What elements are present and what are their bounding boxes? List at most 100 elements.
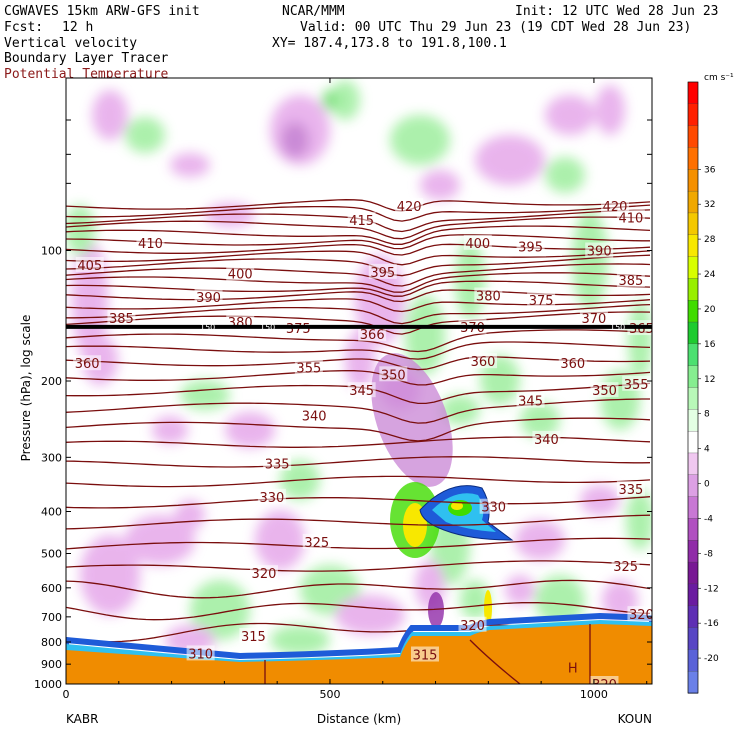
colorbar-swatch (687, 81, 699, 105)
colorbar-swatch (687, 605, 699, 629)
theta-contour-label-background (194, 288, 223, 304)
theta-contour-label-background (136, 234, 165, 250)
vv-region (80, 535, 140, 615)
terrain-fill (66, 624, 652, 684)
theta-contour-line (66, 280, 651, 297)
vertical-velocity-shading (66, 80, 652, 655)
colorbar-swatch (687, 125, 699, 149)
theta-contour-line (66, 216, 651, 240)
vv-region (520, 402, 560, 438)
vv-region (535, 575, 585, 625)
theta-contour-label: 400 (465, 237, 490, 252)
theta-contour-label-background (395, 198, 424, 214)
vv-region (455, 240, 485, 320)
x-tick-label: 1000 (580, 688, 608, 701)
vv-region (475, 135, 545, 185)
theta-contour-label-background (527, 291, 556, 307)
colorbar-swatch (687, 452, 699, 476)
model-title: CGWAVES 15km ARW-GFS init (4, 4, 200, 19)
theta-contour-label-background (590, 382, 619, 398)
theta-contour-label: 345 (349, 384, 374, 399)
colorbar-swatch (687, 649, 699, 672)
colorbar-swatch (687, 278, 699, 301)
colorbar-swatch (687, 474, 699, 498)
theta-contour-label: 395 (370, 266, 395, 281)
vv-region (345, 330, 375, 390)
theta-contour-label: 390 (196, 291, 221, 306)
colorbar-tick-label: 32 (704, 200, 715, 210)
theta-contours (66, 199, 651, 643)
theta-contour-line (66, 225, 651, 245)
theta-contour-label-background (616, 481, 645, 497)
theta-contour-label: 315 (413, 649, 438, 664)
vv-region (125, 117, 165, 153)
theta-contour-label: 390 (587, 245, 612, 260)
theta-contour-label-background (458, 616, 487, 632)
theta-contour-label: 420 (397, 200, 422, 215)
theta-contour-line (66, 417, 651, 442)
vv-region (125, 515, 195, 565)
colorbar-swatch (687, 583, 699, 607)
theta-contour-label: 320 (629, 608, 654, 623)
theta-contour-label: 366 (360, 328, 385, 343)
theta-contour-label-background (263, 455, 292, 471)
y-tick-label: 400 (41, 505, 62, 518)
cross-section-endpoints: XY= 187.4,173.8 to 191.8,100.1 (272, 36, 507, 51)
colorbar-swatch (687, 518, 699, 541)
y-tick-label: 200 (41, 375, 62, 388)
theta-contour-line (66, 272, 651, 293)
theta-contour-line (66, 243, 651, 256)
colorbar-swatch (687, 387, 699, 410)
vv-region (322, 90, 338, 110)
theta-contour-label: 375 (529, 294, 554, 309)
y-tick-label: 600 (41, 582, 62, 595)
theta-contour-label-background (474, 287, 503, 303)
y-tick-label: 800 (41, 636, 62, 649)
theta-contour-label-background (590, 676, 619, 684)
theta-contour-label: 375 (286, 322, 311, 337)
theta-contour-label-background (358, 326, 387, 342)
theta-contour-label: 385 (618, 274, 643, 289)
colorbar-tick-label: -20 (704, 654, 719, 664)
x-axis-label: Distance (km) (317, 712, 401, 726)
tropopause-label: 150 (260, 323, 275, 332)
theta-contour-label-background (379, 366, 408, 382)
theta-contour-line (66, 601, 651, 621)
theta-contour-label: 320 (460, 619, 485, 634)
theta-contour-label: 400 (228, 268, 253, 283)
theta-contour-label: 350 (381, 368, 406, 383)
vv-region (92, 90, 128, 140)
colorbar-swatch (687, 321, 699, 345)
vv-region (281, 122, 309, 158)
theta-contour-label: 360 (471, 355, 496, 370)
y-tick-label: 900 (41, 658, 62, 671)
vv-region (66, 205, 95, 255)
theta-contour-label: 385 (109, 312, 134, 327)
theta-contour-label-background (347, 211, 376, 227)
theta-contour-line (66, 537, 651, 550)
theta-contour-line (66, 475, 651, 488)
theta-contour-label-background (347, 382, 376, 398)
colorbar-frame (687, 81, 699, 694)
theta-contour-line (66, 496, 651, 509)
theta-contour-label-background (186, 645, 215, 661)
theta-contour-label-background (75, 256, 104, 272)
theta-contour-label-background (239, 628, 268, 644)
colorbar-tick-label: 4 (704, 445, 710, 455)
y-tick-label: 300 (41, 451, 62, 464)
theta-contour-label-background (73, 355, 102, 371)
theta-contour-label-background (616, 272, 645, 288)
theta-contour-line (66, 311, 651, 335)
downdraft-low (428, 592, 444, 628)
theta-contour-label-background (300, 407, 329, 423)
theta-contour-label-background (368, 263, 397, 279)
theta-contour-label: 330 (481, 501, 506, 516)
colorbar-swatch (687, 561, 699, 585)
vv-region (390, 115, 450, 165)
colorbar-swatch (687, 103, 699, 127)
organization-label: NCAR/MMM (282, 4, 345, 19)
theta-contour-line (66, 329, 651, 353)
theta-contour-label: 410 (138, 237, 163, 252)
vv-region (420, 170, 460, 200)
